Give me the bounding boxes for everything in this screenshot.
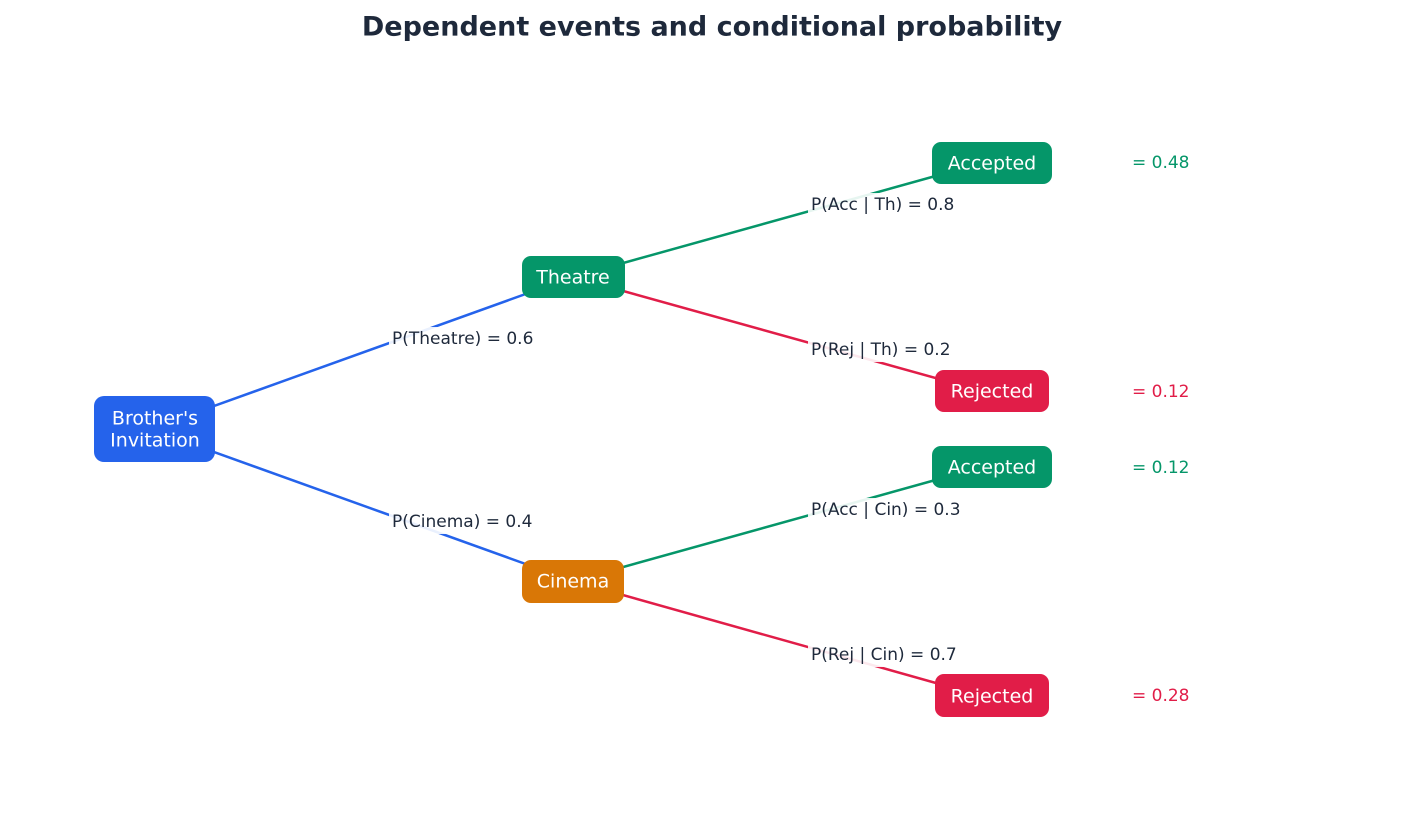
edge-label: P(Rej | Cin) = 0.7: [811, 645, 957, 665]
node-label: Cinema: [537, 571, 609, 593]
edge: [572, 579, 976, 696]
node-label: Rejected: [951, 686, 1034, 708]
edge-labels: P(Theatre) = 0.6 P(Cinema) = 0.4 P(Acc |…: [389, 193, 964, 667]
edge-label: P(Acc | Cin) = 0.3: [811, 500, 961, 520]
node-box: [935, 674, 1049, 717]
outcome: = 0.12: [1132, 458, 1190, 478]
label-background: [808, 338, 954, 362]
title: Dependent events and conditional probabi…: [362, 12, 1063, 43]
outcome: = 0.48: [1132, 153, 1190, 173]
edge: [572, 467, 976, 583]
node-box: [522, 256, 625, 298]
edge: [572, 163, 976, 279]
node-box: [94, 396, 215, 462]
node-box: [522, 560, 624, 603]
nodes: Brother's Invitation Theatre Cinema Acce…: [94, 142, 1052, 717]
outcomes: = 0.48 = 0.12 = 0.12 = 0.28: [1132, 153, 1190, 706]
edge: [174, 275, 574, 422]
label-background: [389, 327, 537, 351]
edge-label: P(Acc | Th) = 0.8: [811, 195, 954, 215]
edges: [174, 163, 976, 696]
node-label: Rejected: [951, 381, 1034, 403]
node-label: Invitation: [110, 430, 200, 452]
node-label: Accepted: [948, 153, 1037, 175]
edge-label: P(Cinema) = 0.4: [392, 512, 532, 532]
node-box: [935, 370, 1049, 412]
node-label: Brother's: [112, 408, 198, 430]
edge: [572, 275, 976, 391]
node-label: Accepted: [948, 457, 1037, 479]
edge: [174, 436, 574, 583]
node-box: [932, 446, 1052, 488]
label-background: [808, 643, 960, 667]
node-box: [932, 142, 1052, 184]
label-background: [808, 498, 964, 522]
label-background: [808, 193, 958, 217]
outcome: = 0.28: [1132, 686, 1190, 706]
outcome: = 0.12: [1132, 382, 1190, 402]
edge-label: P(Theatre) = 0.6: [392, 329, 533, 349]
edge-label: P(Rej | Th) = 0.2: [811, 340, 951, 360]
label-background: [389, 510, 536, 534]
node-label: Theatre: [535, 267, 610, 289]
